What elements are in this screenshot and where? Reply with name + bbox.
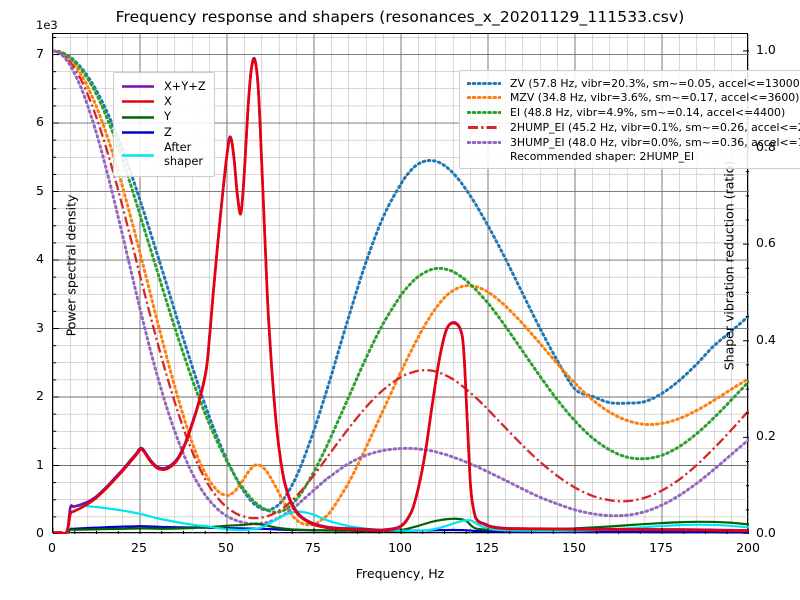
legend-line-sample bbox=[121, 80, 155, 93]
y-axis-right-tick: 0.2 bbox=[756, 428, 776, 444]
x-axis-label: Frequency, Hz bbox=[355, 566, 445, 581]
y-axis-left-tick: 4 bbox=[36, 251, 44, 267]
x-axis-tick: 200 bbox=[736, 540, 760, 555]
legend-item[interactable]: EI (48.8 Hz, vibr=4.9%, sm~=0.14, accel<… bbox=[467, 106, 800, 119]
legend-line-sample bbox=[121, 126, 155, 139]
legend-line-sample bbox=[121, 149, 155, 162]
recommended-shaper-note: Recommended shaper: 2HUMP_EI bbox=[510, 150, 695, 164]
legend-line-sample bbox=[467, 121, 501, 134]
y-axis-right-tick: 0.8 bbox=[756, 138, 776, 154]
legend-item[interactable]: ZV (57.8 Hz, vibr=20.3%, sm~=0.05, accel… bbox=[467, 77, 800, 90]
x-axis-tick: 100 bbox=[388, 540, 412, 555]
shaper-curves bbox=[53, 49, 749, 527]
y-axis-left-tick: 0 bbox=[36, 525, 44, 540]
legend-line-sample bbox=[467, 77, 501, 90]
plot-area: Power spectral density Shaper vibration … bbox=[52, 33, 800, 534]
legend-item-label: 3HUMP_EI (48.0 Hz, vibr=0.0%, sm~=0.36, … bbox=[510, 135, 800, 149]
legend-item-label: Y bbox=[164, 109, 171, 124]
y-axis-right-tick: 0.0 bbox=[756, 525, 776, 540]
shaper-legend: ZV (57.8 Hz, vibr=20.3%, sm~=0.05, accel… bbox=[459, 70, 800, 170]
x-axis-tick: 50 bbox=[218, 540, 234, 555]
x-axis-tick: 125 bbox=[475, 540, 499, 555]
y-axis-right-tick: 1.0 bbox=[756, 41, 776, 57]
legend-item[interactable]: Z bbox=[121, 124, 206, 140]
y-axis-left-tick: 3 bbox=[36, 319, 44, 335]
y-axis-left-tick: 2 bbox=[36, 388, 44, 403]
signal-legend: X+Y+Z X Y Z After shaper bbox=[113, 72, 215, 178]
legend-item[interactable]: 3HUMP_EI (48.0 Hz, vibr=0.0%, sm~=0.36, … bbox=[467, 136, 800, 149]
legend-item-label: X+Y+Z bbox=[164, 78, 206, 93]
psd-curve-x bbox=[53, 58, 749, 534]
legend-item[interactable]: MZV (34.8 Hz, vibr=3.6%, sm~=0.17, accel… bbox=[467, 91, 800, 104]
legend-item[interactable]: X+Y+Z bbox=[121, 78, 206, 94]
y-axis-left-tick: 6 bbox=[36, 114, 44, 130]
legend-item-label: Z bbox=[164, 124, 172, 139]
page-title: Frequency response and shapers (resonanc… bbox=[115, 8, 685, 26]
y-axis-right-tick: 0.4 bbox=[756, 331, 776, 347]
legend-item-label: X bbox=[164, 93, 172, 108]
legend-item[interactable]: Y bbox=[121, 109, 206, 124]
psd-curve-aftershaper bbox=[53, 504, 749, 534]
x-axis-tick: 0 bbox=[48, 540, 56, 555]
x-axis-tick: 75 bbox=[305, 540, 321, 555]
legend-item-label: 2HUMP_EI (45.2 Hz, vibr=0.1%, sm~=0.26, … bbox=[510, 120, 800, 134]
shaper-curve-mzv bbox=[53, 49, 749, 527]
legend-line-sample bbox=[467, 106, 501, 119]
legend-item-label: EI (48.8 Hz, vibr=4.9%, sm~=0.14, accel<… bbox=[510, 106, 786, 120]
legend-item[interactable]: 2HUMP_EI (45.2 Hz, vibr=0.1%, sm~=0.26, … bbox=[467, 121, 800, 134]
psd-curves bbox=[53, 56, 749, 534]
x-axis-tick: 25 bbox=[131, 540, 147, 555]
y-axis-left-tick: 1 bbox=[36, 456, 44, 472]
legend-line-sample bbox=[121, 95, 155, 108]
shaper-curve-zv bbox=[53, 49, 749, 512]
tick-marks bbox=[53, 36, 749, 534]
legend-item[interactable]: X bbox=[121, 93, 206, 109]
legend-line-sample bbox=[467, 136, 501, 149]
y-axis-left-tick: 7 bbox=[36, 45, 44, 61]
legend-line-sample bbox=[467, 91, 501, 104]
x-axis-tick: 175 bbox=[649, 540, 673, 555]
legend-item-label: MZV (34.8 Hz, vibr=3.6%, sm~=0.17, accel… bbox=[510, 91, 800, 105]
legend-item-label: ZV (57.8 Hz, vibr=20.3%, sm~=0.05, accel… bbox=[510, 76, 800, 90]
legend-item-label: After shaper bbox=[164, 140, 204, 169]
x-axis-tick: 150 bbox=[562, 540, 586, 555]
legend-item[interactable]: After shaper bbox=[121, 140, 206, 169]
legend-line-sample bbox=[121, 111, 155, 124]
y-axis-right-tick: 0.6 bbox=[756, 235, 776, 251]
y-axis-left-tick: 5 bbox=[36, 182, 44, 198]
shaper-curve-2hump_ei bbox=[53, 49, 749, 520]
y-axis-exponent-label: 1e3 bbox=[36, 18, 58, 32]
y-axis-left-label: Power spectral density bbox=[63, 194, 79, 337]
